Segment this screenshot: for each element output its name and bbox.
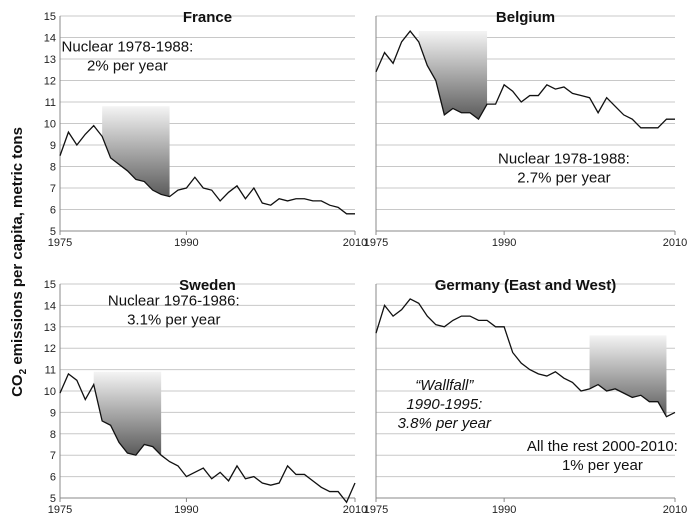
y-tick-label: 14 [44,33,56,45]
y-axis-label: CO2 emissions per capita, metric tons [9,127,29,397]
annotation-text: “Wallfall” [415,377,474,394]
shaded-period [93,371,162,456]
y-tick-label: 13 [44,54,56,66]
panel-4: 1975 1990 2010 Germany (East and West) “Wall… [364,277,687,516]
y-tick-label: 5 [50,493,56,505]
x-tick-label: 2010 [663,504,687,516]
panel-2: 1975 1990 2010 Belgium Nuclear 1978-1988: 2.7… [364,9,687,249]
y-tick-label: 8 [50,162,56,174]
x-tick-label: 1990 [174,504,198,516]
x-tick-label: 2010 [343,237,367,249]
panel-1: 5 6 7 8 9 10 11 12 13 14 15 1975 1990 2010 France Nucle… [44,9,367,249]
y-tick-label: 6 [50,472,56,484]
y-tick-label: 9 [50,407,56,419]
annotation-text: All the rest 2000-2010: [527,438,678,455]
y-tick-label: 10 [44,119,56,131]
x-tick-label: 1990 [174,237,198,249]
x-tick-label: 1975 [364,504,388,516]
annotation-text: Nuclear 1978-1988: [62,38,194,55]
panel-title: France [183,9,232,26]
annotation-text: 1% per year [562,457,643,474]
shaded-period [589,335,667,417]
panel-title: Germany (East and West) [435,277,616,294]
annotation-text: 3.8% per year [398,415,492,432]
y-tick-label: 14 [44,300,56,312]
y-tick-label: 12 [44,76,56,88]
x-tick-label: 1975 [364,237,388,249]
y-tick-label: 8 [50,429,56,441]
y-tick-label: 15 [44,279,56,291]
shaded-period [418,31,488,120]
x-tick-label: 1975 [48,237,72,249]
x-tick-label: 2010 [663,237,687,249]
x-tick-label: 1990 [492,504,516,516]
y-tick-label: 10 [44,386,56,398]
y-tick-label: 7 [50,450,56,462]
x-tick-label: 2010 [343,504,367,516]
y-tick-label: 7 [50,183,56,195]
series-line [59,372,356,504]
y-tick-label: 12 [44,343,56,355]
series-line [59,124,355,215]
y-tick-label: 15 [44,11,56,23]
y-tick-label: 9 [50,140,56,152]
y-tick-label: 5 [50,226,56,238]
y-tick-label: 11 [45,365,56,377]
series-line [375,298,676,418]
annotation-text: 1990-1995: [406,396,482,413]
annotation-text: 3.1% per year [127,311,220,328]
panel-title: Sweden [179,277,236,294]
y-tick-label: 13 [44,322,56,334]
annotation-text: 2.7% per year [517,169,610,186]
annotation-text: Nuclear 1976-1986: [108,292,240,309]
annotation-text: 2% per year [87,57,168,74]
annotation-text: Nuclear 1978-1988: [498,150,630,167]
y-tick-label: 11 [45,97,56,109]
shaded-period [102,106,170,197]
x-tick-label: 1975 [48,504,72,516]
x-tick-label: 1990 [492,237,516,249]
series-line [375,30,675,129]
y-tick-label: 6 [50,205,56,217]
panel-title: Belgium [496,9,555,26]
panel-3: 5 6 7 8 9 10 11 12 13 14 15 1975 1990 2010 SwedenNucle… [44,277,367,516]
